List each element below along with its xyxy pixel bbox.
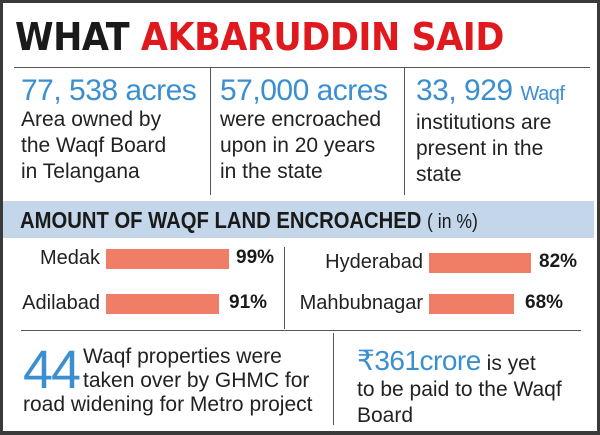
fact-dues-amount: ₹361crore: [357, 345, 481, 376]
fact-line: road widening for Metro project: [23, 393, 313, 416]
stat-encroached: 57,000 acres were encroached upon in 20 …: [220, 74, 388, 185]
divider-stat-1: [210, 67, 211, 195]
stat-value: 57,000 acres: [220, 74, 388, 107]
bar-adilabad: [106, 294, 219, 314]
bar-value: 68%: [525, 292, 564, 313]
bar-value: 91%: [229, 292, 268, 313]
bar-label: Hyderabad: [325, 251, 423, 273]
bar-value: 99%: [236, 247, 275, 268]
bar-value: 82%: [539, 251, 578, 272]
divider-top: [14, 67, 590, 68]
divider-bars: [284, 247, 285, 329]
stat-desc-line: state: [416, 163, 462, 186]
stat-desc-line: were encroached: [220, 108, 382, 131]
stat-desc-line: the Waqf Board: [21, 134, 167, 157]
stat-number: 33, 929: [416, 74, 513, 107]
stat-value: 77, 538 acres: [21, 74, 197, 107]
bar-label: Adilabad: [22, 292, 100, 314]
divider-bottom: [21, 330, 581, 331]
stat-number-suffix: Waqf: [520, 83, 565, 105]
stat-value: 33, 929 Waqf: [416, 74, 565, 110]
encroachment-heading-text: AMOUNT OF WAQF LAND ENCROACHED: [20, 207, 422, 233]
bar-row-hyderabad: Hyderabad 82%: [293, 250, 593, 274]
bar-label: Mahbubnagar: [299, 292, 423, 314]
encroachment-heading-band: AMOUNT OF WAQF LAND ENCROACHED ( in %): [3, 201, 594, 238]
fact-ghmc-number: 44: [23, 340, 81, 400]
infographic-title: WHAT AKBARUDDIN SAID: [15, 15, 504, 59]
stat-institutions: 33, 929 Waqf institutions are present in…: [416, 74, 565, 188]
fact-dues: ₹361crore is yet to be paid to the Waqf …: [357, 346, 597, 429]
fact-line: to be paid to the Waqf: [357, 378, 562, 401]
bar-mahbubnagar: [429, 294, 514, 314]
stat-desc-line: upon in 20 years: [220, 134, 376, 157]
encroachment-heading: AMOUNT OF WAQF LAND ENCROACHED ( in %): [20, 206, 478, 236]
stat-desc-line: in the state: [220, 160, 323, 183]
bar-row-adilabad: Adilabad 91%: [3, 291, 293, 315]
fact-line: Waqf properties were: [83, 345, 282, 368]
divider-stat-2: [404, 67, 405, 195]
bar-label: Medak: [39, 247, 100, 269]
divider-facts: [333, 333, 334, 425]
title-part-what: WHAT: [15, 15, 130, 59]
bar-row-medak: Medak 99%: [3, 246, 293, 270]
stat-area-owned: 77, 538 acres Area owned by the Waqf Boa…: [21, 74, 197, 185]
encroachment-unit: ( in %): [427, 211, 478, 233]
fact-line: is yet: [486, 352, 536, 375]
stat-desc-line: present in the: [416, 137, 544, 160]
bar-medak: [106, 249, 229, 269]
fact-line: Board: [357, 404, 414, 427]
stat-desc-line: institutions are: [416, 111, 552, 134]
bar-hyderabad: [429, 253, 531, 273]
stat-desc-line: Area owned by: [21, 108, 162, 131]
fact-line: taken over by GHMC for: [83, 369, 310, 392]
bar-row-mahbubnagar: Mahbubnagar 68%: [293, 291, 593, 315]
stat-desc-line: in Telangana: [21, 160, 140, 183]
title-part-name: AKBARUDDIN SAID: [140, 15, 504, 59]
